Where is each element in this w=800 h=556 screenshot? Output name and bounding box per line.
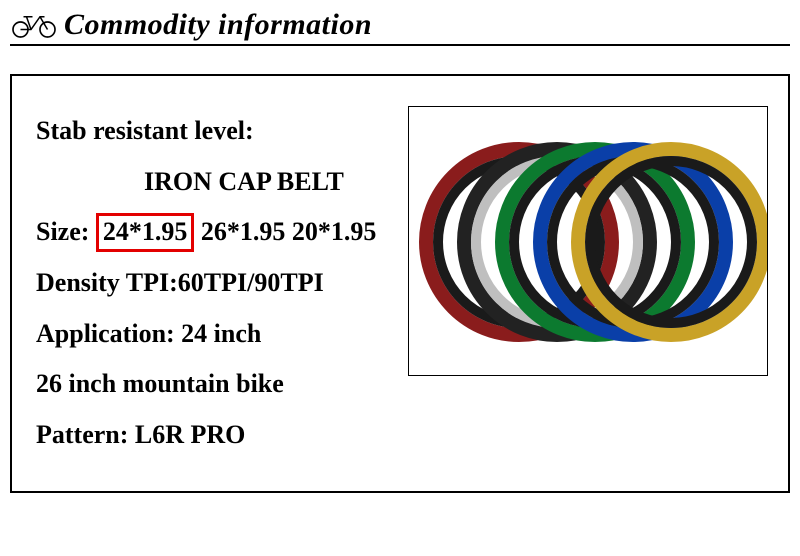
- bicycle-icon: [10, 11, 58, 39]
- density-line: Density TPI:60TPI/90TPI: [36, 258, 398, 309]
- application-line1: Application: 24 inch: [36, 309, 398, 360]
- tire: [571, 142, 768, 342]
- size-highlight: 24*1.95: [96, 213, 195, 252]
- size-rest: 26*1.95 20*1.95: [194, 217, 376, 246]
- application-line2: 26 inch mountain bike: [36, 359, 398, 410]
- stab-label: Stab resistant level:: [36, 106, 398, 157]
- pattern-line: Pattern: L6R PRO: [36, 410, 398, 461]
- image-column: [408, 106, 768, 461]
- size-line: Size: 24*1.95 26*1.95 20*1.95: [36, 207, 398, 258]
- size-label: Size:: [36, 217, 89, 246]
- tire-image-frame: [408, 106, 768, 376]
- stab-value: IRON CAP BELT: [36, 157, 398, 208]
- header-title: Commodity information: [64, 8, 372, 42]
- spec-text: Stab resistant level: IRON CAP BELT Size…: [36, 106, 398, 461]
- header: Commodity information: [10, 8, 790, 46]
- info-box: Stab resistant level: IRON CAP BELT Size…: [10, 74, 790, 493]
